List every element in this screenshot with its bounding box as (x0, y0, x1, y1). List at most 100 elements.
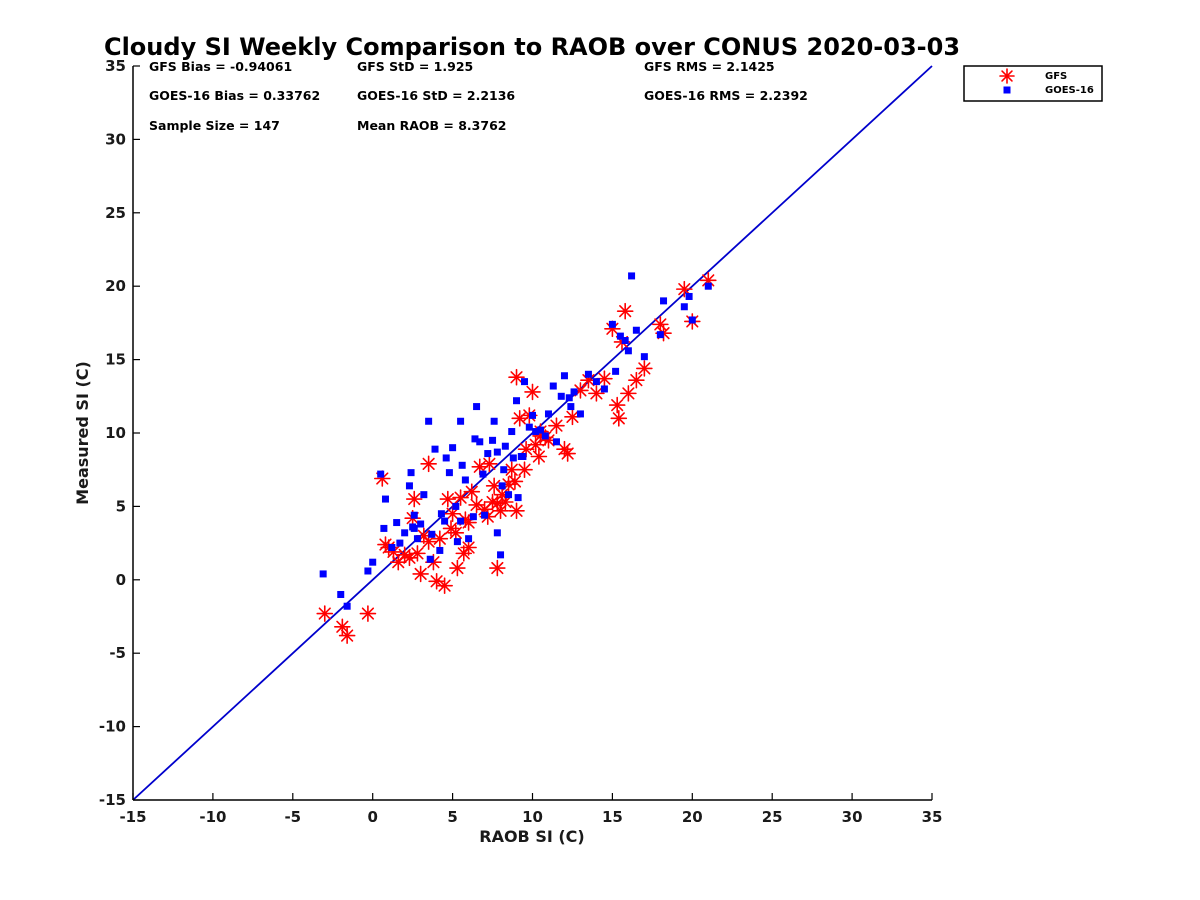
legend-gfs-asterisk (999, 68, 1015, 84)
goes-16-point (410, 511, 418, 519)
x-tick-label: -5 (284, 808, 301, 826)
goes-16-point (413, 535, 421, 543)
goes-16-point (560, 372, 568, 380)
goes-16-point (431, 445, 439, 453)
goes-16-point (632, 326, 640, 334)
goes-16-point (426, 555, 434, 563)
goes-16-point (465, 535, 473, 543)
goes-16-point (484, 450, 492, 458)
gfs-point (508, 502, 525, 520)
goes-16-point (449, 444, 457, 452)
goes-16-point (476, 438, 484, 446)
goes-16-point (471, 435, 479, 443)
gfs-point (506, 473, 524, 490)
goes-16-point (513, 397, 521, 405)
goes-16-point (479, 470, 487, 478)
legend-gfs-marker (999, 68, 1015, 84)
legend-goes-16-marker (1003, 86, 1011, 94)
legend: GFS GOES-16 (963, 65, 1103, 102)
x-ticks: -15 -10 -5 0 5 10 15 20 25 30 35 (119, 793, 942, 826)
gfs-point (409, 545, 426, 562)
y-tick-label: -15 (99, 791, 126, 809)
goes-16-point (557, 392, 565, 400)
x-tick-label: 5 (447, 808, 457, 826)
gfs-point (460, 539, 477, 556)
stat-goes-rms: GOES-16 RMS = 2.2392 (644, 88, 808, 103)
gfs-point (452, 489, 469, 506)
stat-gfs-rms: GFS RMS = 2.1425 (644, 59, 775, 74)
goes-16-point (410, 524, 418, 532)
goes-16-point (656, 331, 664, 339)
goes-16-point (576, 410, 584, 418)
stat-gfs-bias: GFS Bias = -0.94061 (149, 59, 292, 74)
goes-16-point (621, 337, 629, 345)
goes-16-point (497, 551, 505, 559)
legend-goes-16-square (1003, 86, 1011, 94)
goes-16-point (565, 394, 573, 402)
statistics-annotations: GFS Bias = -0.94061 GFS StD = 1.925 GFS … (149, 59, 808, 133)
goes-16-point (544, 410, 552, 418)
goes-16-point (469, 513, 477, 521)
stat-mean-raob: Mean RAOB = 8.3762 (357, 118, 506, 133)
goes-16-point (377, 470, 385, 478)
goes-16-point (481, 511, 489, 519)
y-axis-label: Measured SI (C) (73, 361, 92, 505)
goes-16-point (401, 529, 409, 537)
goes-16-point (532, 428, 540, 436)
stat-goes-std: GOES-16 StD = 2.2136 (357, 88, 515, 103)
goes-16-point (364, 567, 372, 575)
gfs-point (412, 565, 429, 583)
y-tick-label: 25 (105, 204, 126, 222)
goes-16-point (536, 426, 544, 434)
x-axis-label: RAOB SI (C) (479, 827, 584, 846)
goes-16-point (445, 469, 453, 477)
goes-16-point (640, 353, 648, 361)
goes-16-point (680, 303, 688, 311)
x-tick-label: 35 (922, 808, 943, 826)
goes-16-point (396, 539, 404, 547)
stat-goes-bias: GOES-16 Bias = 0.33762 (149, 88, 320, 103)
goes-16-point (319, 570, 327, 578)
goes-16-point (501, 442, 509, 450)
gfs-point (449, 559, 466, 577)
goes-16-point (436, 546, 444, 554)
gfs-point (497, 493, 514, 511)
gfs-point (463, 483, 481, 501)
goes-16-point (425, 417, 433, 425)
goes-16-point (660, 297, 668, 305)
goes-16-point (343, 602, 351, 610)
goes-16-point (380, 524, 388, 532)
goes-16-point (525, 423, 533, 431)
gfs-point (489, 559, 506, 577)
goes-16-point (570, 388, 578, 396)
goes-16-point (388, 544, 396, 552)
gfs-point (610, 410, 628, 427)
stat-sample-size: Sample Size = 147 (149, 118, 280, 133)
x-tick-label: 20 (682, 808, 703, 826)
y-tick-label: 5 (116, 497, 126, 515)
goes-16-point (505, 491, 513, 499)
gfs-point (559, 445, 576, 462)
goes-16-point (521, 378, 529, 386)
goes-16-point (453, 538, 461, 546)
goes-16-point (549, 382, 557, 390)
y-tick-label: 30 (105, 130, 126, 148)
goes-16-point (417, 520, 425, 528)
gfs-point (511, 410, 529, 427)
gfs-point (481, 455, 498, 473)
goes-16-point (685, 292, 693, 300)
goes-16-point (508, 428, 516, 436)
y-tick-label: 15 (105, 351, 126, 369)
goes-16-point (612, 367, 620, 375)
gfs-point (524, 383, 541, 401)
chart-title: Cloudy SI Weekly Comparison to RAOB over… (104, 33, 960, 61)
gfs-point (508, 368, 525, 386)
y-tick-label: -10 (99, 718, 126, 736)
gfs-point (420, 533, 437, 550)
goes-16-point (442, 454, 450, 462)
goes-16-point (608, 320, 616, 328)
gfs-point (447, 524, 465, 542)
gfs-point (636, 360, 653, 377)
goes-16-point (337, 590, 345, 598)
